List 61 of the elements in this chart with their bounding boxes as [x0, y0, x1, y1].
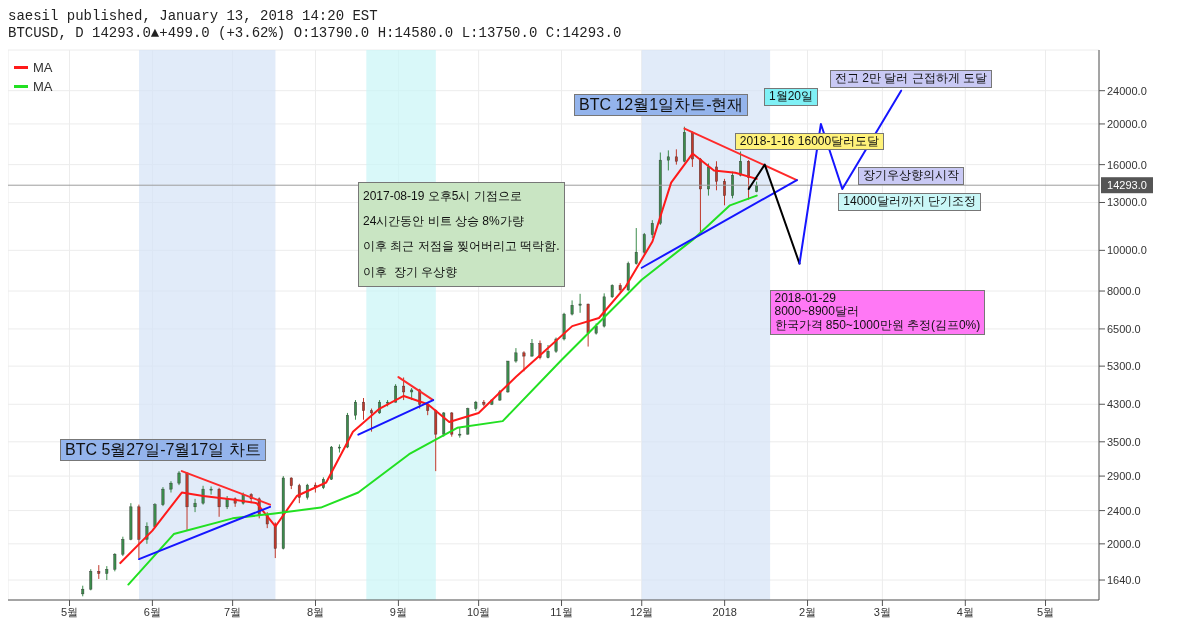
legend-label: MA	[33, 79, 53, 94]
candlestick	[113, 552, 117, 572]
candlestick	[578, 293, 582, 314]
y-tick-label: 10000.0	[1107, 244, 1147, 257]
annotation: 14000달러까지 단기조정	[838, 192, 981, 211]
candlestick	[747, 159, 750, 201]
candlestick	[442, 411, 446, 438]
x-tick-label: 4월	[956, 605, 974, 618]
chart-subtitle: BTCUSD, D 14293.0▲+499.0 (+3.62%) O:13790.0 H:14580.0 L:13750.0 C:14293.0	[8, 25, 623, 42]
candlestick	[354, 399, 357, 421]
candlestick	[434, 408, 438, 472]
candlestick	[723, 178, 726, 206]
candlestick	[666, 149, 670, 171]
candlestick	[209, 485, 213, 496]
y-tick-label: 1640.0	[1107, 573, 1141, 586]
annotation: BTC 12월1일차트-현재	[574, 94, 749, 117]
y-tick-label: 5300.0	[1107, 360, 1141, 373]
candlestick	[362, 397, 365, 421]
y-tick-label: 4300.0	[1107, 398, 1141, 411]
y-tick-label: 2000.0	[1107, 537, 1141, 550]
y-tick-label: 2900.0	[1107, 470, 1141, 482]
x-tick-label: 12월	[630, 605, 654, 618]
annotation: 2018-1-16 16000달러도달	[734, 132, 885, 151]
x-tick-label: 5월	[1036, 605, 1055, 618]
y-tick-label: 20000.0	[1107, 117, 1147, 130]
x-tick-label: 7월	[224, 605, 242, 618]
x-tick-label: 8월	[306, 605, 325, 618]
y-tick-label: 6500.0	[1107, 322, 1141, 335]
y-tick-label: 2400.0	[1107, 504, 1141, 517]
candlestick	[193, 498, 197, 513]
x-tick-label: 2018	[712, 605, 737, 618]
x-tick-label: 10월	[467, 605, 491, 618]
y-tick-label: 8000.0	[1107, 284, 1141, 297]
x-tick-label: 3월	[873, 605, 891, 618]
candlestick	[161, 486, 165, 507]
candlestick	[121, 536, 125, 557]
x-tick-label: 11월	[550, 605, 573, 618]
chart-title: saesil published, January 13, 2018 14:20 EST	[8, 8, 379, 25]
legend-label: MA	[33, 60, 53, 75]
x-tick-label: 2월	[798, 605, 817, 618]
candlestick	[707, 163, 710, 197]
annotation: BTC 5월27일-7월17일 차트	[60, 439, 266, 462]
candlestick	[402, 376, 406, 401]
candlestick	[731, 171, 734, 199]
y-tick-label: 16000.0	[1107, 158, 1147, 171]
ref-line-label: 14293.0	[1107, 179, 1147, 192]
x-tick-label: 5월	[60, 605, 79, 618]
y-tick-label: 3500.0	[1107, 435, 1141, 448]
annotation: 2017-08-19 오후5시 기점으로 24시간동안 비트 상승 8%가량 이후 최근 저점을 찢어버리고 떡락함. 이후 장기 우상향	[358, 182, 565, 287]
candlestick	[217, 487, 221, 518]
annotation: 1월20일	[764, 88, 819, 106]
annotation: 장기우상향의시작	[858, 166, 965, 185]
y-tick-label: 13000.0	[1107, 196, 1147, 209]
annotation: 전고 2만 달러 근접하게 도달	[830, 70, 993, 88]
candlestick	[715, 160, 718, 191]
candlestick	[634, 227, 638, 266]
x-tick-label: 9월	[389, 605, 407, 618]
y-tick-label: 24000.0	[1107, 84, 1147, 97]
x-tick-label: 6월	[143, 605, 161, 618]
candlestick	[153, 502, 157, 529]
annotation: 2018-01-29 8000~8900달러 한국가격 850~1000만원 추정(김프0%)	[769, 289, 986, 335]
